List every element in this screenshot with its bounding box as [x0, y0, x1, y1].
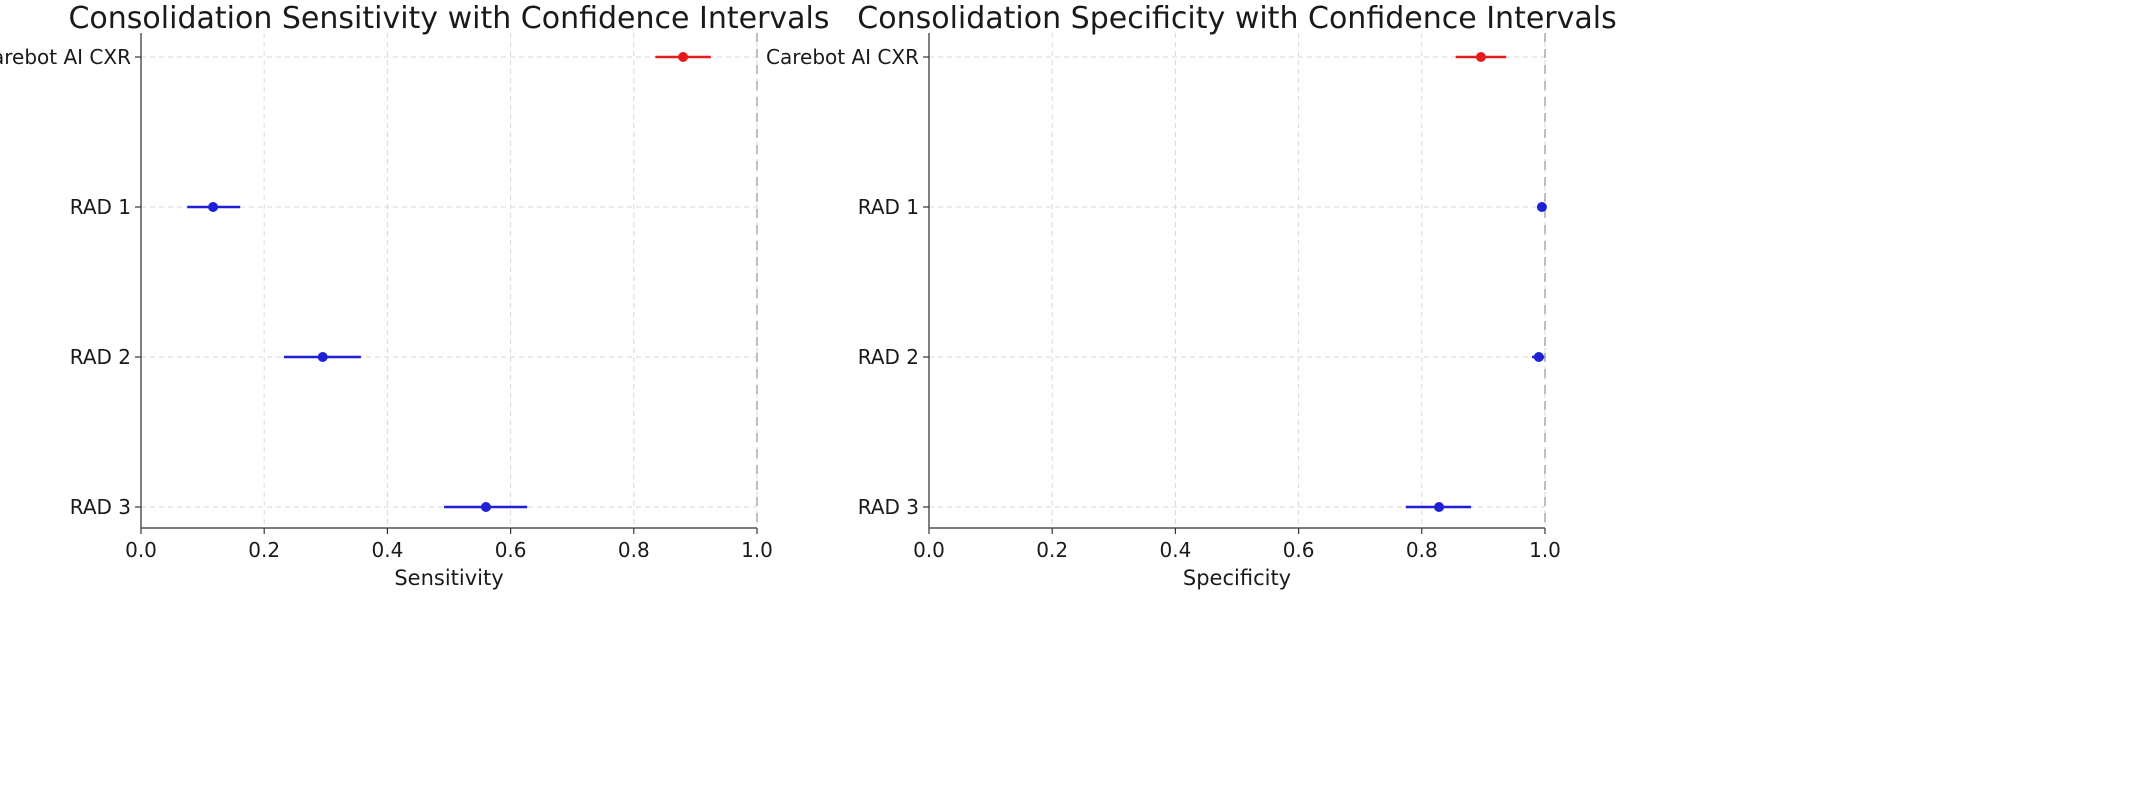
data-point — [1434, 502, 1445, 512]
data-point — [1533, 352, 1544, 362]
data-point — [480, 502, 491, 512]
x-tick-label: 0.8 — [618, 538, 650, 562]
y-tick-label: RAD 1 — [858, 195, 919, 219]
y-tick-label: RAD 3 — [70, 495, 131, 519]
x-tick-label: 0.0 — [913, 538, 945, 562]
x-tick-label: 0.4 — [1159, 538, 1191, 562]
x-tick-label: 0.2 — [1036, 538, 1068, 562]
y-tick-label: RAD 1 — [70, 195, 131, 219]
data-point — [317, 352, 328, 362]
y-tick-label: Carebot AI CXR — [766, 45, 919, 69]
data-point — [678, 52, 689, 62]
data-point — [208, 202, 219, 212]
data-point — [1536, 202, 1547, 212]
x-tick-label: 0.6 — [1283, 538, 1315, 562]
chart-title: Consolidation Sensitivity with Confidenc… — [68, 1, 829, 36]
x-axis-label: Specificity — [1183, 566, 1291, 590]
y-tick-label: Carebot AI CXR — [0, 45, 131, 69]
data-point — [1475, 52, 1486, 62]
x-axis-label: Sensitivity — [394, 566, 503, 590]
y-tick-label: RAD 2 — [858, 345, 919, 369]
y-tick-label: RAD 2 — [70, 345, 131, 369]
x-tick-label: 0.2 — [248, 538, 280, 562]
chart-panel-1: 0.0 0.2 0.4 0.6 0.8 1.0 Carebot AI CXR RAD 1 RAD… — [0, 1, 830, 590]
chart-panel-2: 0.0 0.2 0.4 0.6 0.8 1.0 Carebot AI CXR RAD 1 RAD… — [766, 1, 1617, 590]
y-tick-label: RAD 3 — [858, 495, 919, 519]
x-tick-label: 0.6 — [495, 538, 527, 562]
x-tick-label: 1.0 — [741, 538, 773, 562]
x-tick-label: 0.0 — [125, 538, 157, 562]
x-tick-label: 0.8 — [1406, 538, 1438, 562]
chart-title: Consolidation Specificity with Confidenc… — [857, 1, 1616, 36]
x-tick-label: 1.0 — [1529, 538, 1561, 562]
x-tick-label: 0.4 — [371, 538, 403, 562]
